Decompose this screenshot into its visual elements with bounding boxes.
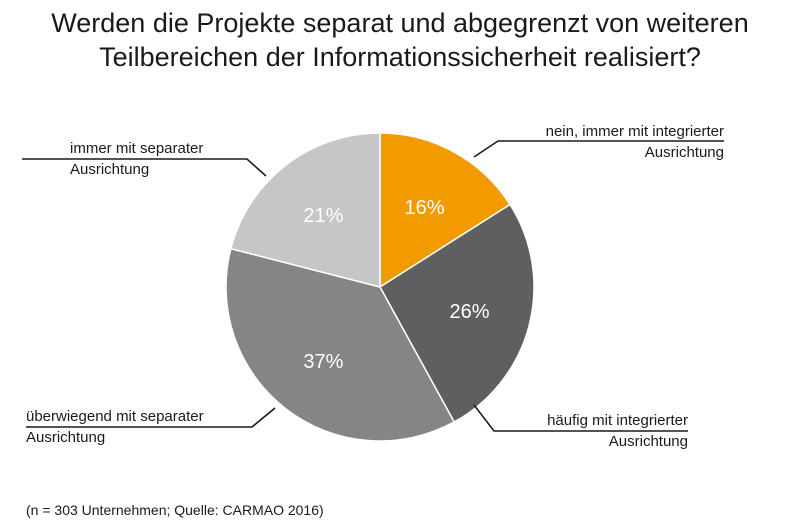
slice-category-label-4-line-2: Ausrichtung xyxy=(70,161,149,178)
callout-line-2 xyxy=(473,404,688,432)
chart-title-line-2: Teilbereichen der Informationssicherheit… xyxy=(99,42,701,72)
callout-line-1 xyxy=(473,140,724,158)
slice-value-label-3: 37% xyxy=(303,351,343,373)
pie-slice-3 xyxy=(225,247,456,442)
callout-line-4 xyxy=(22,158,267,177)
pie-slices xyxy=(225,132,535,442)
source-footnote: (n = 303 Unternehmen; Quelle: CARMAO 201… xyxy=(26,502,324,518)
pie-slice-1 xyxy=(379,132,512,289)
slice-value-label-2: 26% xyxy=(449,301,489,323)
slice-category-label-1-line-2: Ausrichtung xyxy=(645,144,724,161)
pie-slice-2 xyxy=(379,203,535,423)
slice-category-label-2-line-2: Ausrichtung xyxy=(609,433,688,450)
slice-category-label-4-line-1: immer mit separater xyxy=(70,140,203,157)
callout-line-3 xyxy=(26,407,276,428)
slice-category-label-3-line-2: Ausrichtung xyxy=(26,429,105,446)
chart-title-line-1: Werden die Projekte separat und abgegren… xyxy=(51,8,749,38)
slice-value-label-1: 16% xyxy=(404,197,444,219)
slice-category-label-1-line-1: nein, immer mit integrierter xyxy=(546,123,724,140)
pie-slice-4 xyxy=(229,132,381,288)
pie-value-labels: 16% 26% 37% 21% xyxy=(303,197,489,373)
slice-value-label-4: 21% xyxy=(303,205,343,227)
pie-callouts: nein, immer mit integrierter Ausrichtung h… xyxy=(22,123,724,450)
slice-category-label-3-line-1: überwiegend mit separater xyxy=(26,408,204,425)
chart-title: Werden die Projekte separat und abgegren… xyxy=(0,6,800,74)
slice-category-label-2-line-1: häufig mit integrierter xyxy=(547,412,688,429)
